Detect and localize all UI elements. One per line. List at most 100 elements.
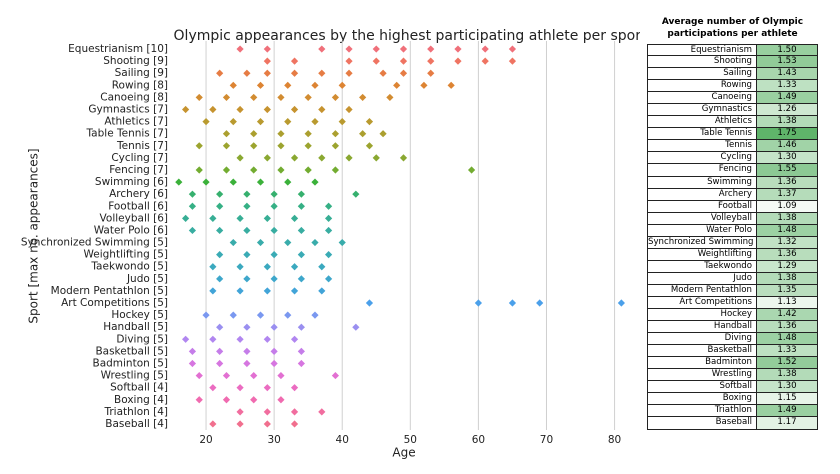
diamond-marker bbox=[277, 396, 285, 404]
diamond-marker bbox=[338, 238, 346, 247]
diamond-marker bbox=[256, 178, 265, 186]
diamond-marker bbox=[202, 178, 210, 186]
diamond-marker bbox=[352, 190, 360, 198]
value-cell: 1.35 bbox=[757, 284, 818, 296]
diamond-marker bbox=[222, 371, 231, 380]
y-tick-label: Fencing [7] bbox=[109, 164, 168, 176]
sport-cell: Fencing bbox=[647, 164, 757, 176]
diamond-marker bbox=[365, 142, 374, 150]
sport-cell: Weightlifting bbox=[647, 248, 757, 260]
diamond-marker bbox=[229, 311, 237, 319]
diamond-marker bbox=[290, 335, 299, 343]
value-cell: 1.33 bbox=[757, 80, 818, 92]
diamond-marker bbox=[290, 263, 299, 271]
y-tick-label: Football [6] bbox=[108, 200, 168, 212]
diamond-marker bbox=[256, 81, 265, 89]
x-tick-label: 80 bbox=[608, 434, 621, 446]
diamond-marker bbox=[209, 335, 217, 343]
diamond-marker bbox=[365, 299, 374, 307]
table-row: Softball 1.30 bbox=[647, 381, 818, 394]
diamond-marker bbox=[243, 190, 251, 198]
y-tick-label: Art Competitions [5] bbox=[61, 297, 168, 309]
diamond-marker bbox=[256, 118, 265, 126]
value-cell: 1.38 bbox=[757, 212, 818, 224]
diamond-marker bbox=[236, 384, 244, 392]
diamond-marker bbox=[263, 408, 271, 416]
y-tick-label: Judo [5] bbox=[126, 273, 168, 285]
value-cell: 1.17 bbox=[757, 417, 818, 429]
table-row: Water Polo 1.48 bbox=[647, 224, 818, 237]
table-row: Taekwondo 1.29 bbox=[647, 260, 818, 273]
x-tick-label: 50 bbox=[404, 434, 417, 446]
diamond-marker bbox=[297, 226, 305, 235]
chart: Olympic appearances by the highest parti… bbox=[21, 28, 640, 460]
table-row: Rowing 1.33 bbox=[647, 80, 818, 93]
diamond-marker bbox=[399, 57, 408, 65]
diamond-marker bbox=[284, 178, 292, 186]
x-tick-label: 30 bbox=[267, 434, 280, 446]
value-cell: 1.32 bbox=[757, 236, 818, 248]
diamond-marker bbox=[263, 287, 271, 295]
diamond-marker bbox=[331, 371, 340, 380]
sport-cell: Baseball bbox=[647, 417, 757, 429]
diamond-marker bbox=[345, 57, 353, 65]
diamond-marker bbox=[236, 105, 244, 114]
diamond-marker bbox=[318, 154, 326, 162]
diamond-marker bbox=[236, 154, 244, 162]
diamond-marker bbox=[263, 154, 271, 162]
diamond-marker bbox=[188, 347, 197, 355]
y-tick-label: Basketball [5] bbox=[95, 345, 168, 357]
table-row: Badminton 1.52 bbox=[647, 357, 818, 370]
y-tick-label: Sailing [9] bbox=[115, 67, 168, 79]
diamond-marker bbox=[202, 118, 210, 126]
diamond-marker bbox=[277, 166, 285, 174]
diamond-marker bbox=[386, 93, 394, 102]
diamond-marker bbox=[297, 251, 305, 259]
diamond-marker bbox=[195, 166, 203, 174]
value-cell: 1.75 bbox=[757, 128, 818, 140]
diamond-marker bbox=[188, 190, 197, 198]
diamond-marker bbox=[270, 190, 278, 198]
diamond-marker bbox=[188, 202, 197, 210]
diamond-marker bbox=[454, 45, 462, 53]
value-cell: 1.38 bbox=[757, 369, 818, 381]
diamond-marker bbox=[250, 396, 258, 404]
diamond-marker bbox=[331, 142, 340, 150]
diamond-marker bbox=[250, 93, 258, 102]
diamond-marker bbox=[399, 45, 408, 53]
x-axis-label: Age bbox=[392, 446, 415, 460]
diamond-marker bbox=[250, 142, 258, 150]
diamond-marker bbox=[202, 311, 210, 319]
diamond-marker bbox=[209, 263, 217, 271]
y-tick-label: Taekwondo [5] bbox=[90, 261, 168, 273]
diamond-marker bbox=[222, 93, 231, 102]
y-tick-label: Gymnastics [7] bbox=[88, 104, 168, 116]
y-tick-label: Badminton [5] bbox=[92, 357, 168, 369]
y-tick-label: Athletics [7] bbox=[104, 116, 168, 128]
diamond-marker bbox=[209, 105, 217, 114]
sport-cell: Volleyball bbox=[647, 212, 757, 224]
diamond-marker bbox=[290, 154, 299, 162]
table-row: Synchronized Swimming 1.32 bbox=[647, 236, 818, 249]
diamond-marker bbox=[284, 238, 292, 247]
value-cell: 1.52 bbox=[757, 357, 818, 369]
diamond-marker bbox=[263, 69, 271, 77]
value-cell: 1.46 bbox=[757, 140, 818, 152]
sport-cell: Diving bbox=[647, 333, 757, 345]
y-tick-label: Swimming [6] bbox=[95, 176, 168, 188]
diamond-marker bbox=[270, 202, 278, 210]
diamond-marker bbox=[263, 105, 271, 114]
diamond-marker bbox=[209, 384, 217, 392]
diamond-marker bbox=[182, 214, 190, 222]
diamond-marker bbox=[236, 45, 244, 53]
y-tick-label: Boxing [4] bbox=[114, 394, 168, 406]
sport-cell: Football bbox=[647, 200, 757, 212]
diamond-marker bbox=[297, 359, 305, 368]
diamond-marker bbox=[290, 408, 299, 416]
diamond-marker bbox=[243, 226, 251, 235]
table-row: Table Tennis 1.75 bbox=[647, 128, 818, 141]
diamond-marker bbox=[182, 335, 190, 343]
value-cell: 1.43 bbox=[757, 68, 818, 80]
diamond-marker bbox=[222, 396, 231, 404]
diamond-marker bbox=[372, 45, 380, 53]
